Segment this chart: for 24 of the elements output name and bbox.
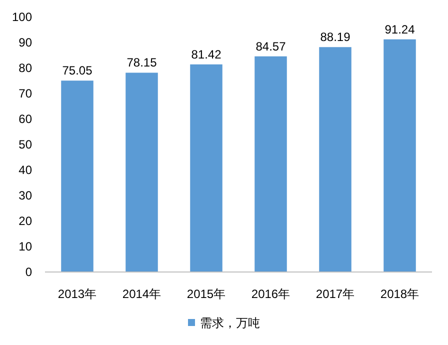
xtick: 2017年 [316,287,355,301]
xtick: 2016年 [251,287,290,301]
ytick: 70 [18,86,32,100]
ytick: 20 [18,214,32,228]
ytick: 40 [18,163,32,177]
xtick: 2014年 [122,287,162,301]
legend-label: 需求，万吨 [200,316,260,330]
ytick: 80 [18,61,32,75]
ytick: 100 [12,10,32,24]
ytick: 50 [18,138,32,152]
data-label: 81.42 [191,47,222,62]
data-label: 78.15 [126,56,157,70]
xtick: 2013年 [58,287,97,301]
xtick: 2018年 [380,287,420,301]
ytick: 0 [25,265,32,279]
ytick: 30 [18,188,32,202]
xtick: 2015年 [186,287,226,301]
data-label: 91.24 [384,22,415,36]
data-label: 84.57 [256,39,286,54]
ytick: 10 [18,240,32,254]
ytick: 60 [18,112,32,126]
data-label: 88.19 [320,30,350,44]
ytick: 90 [18,36,32,50]
data-label: 75.05 [62,64,92,78]
